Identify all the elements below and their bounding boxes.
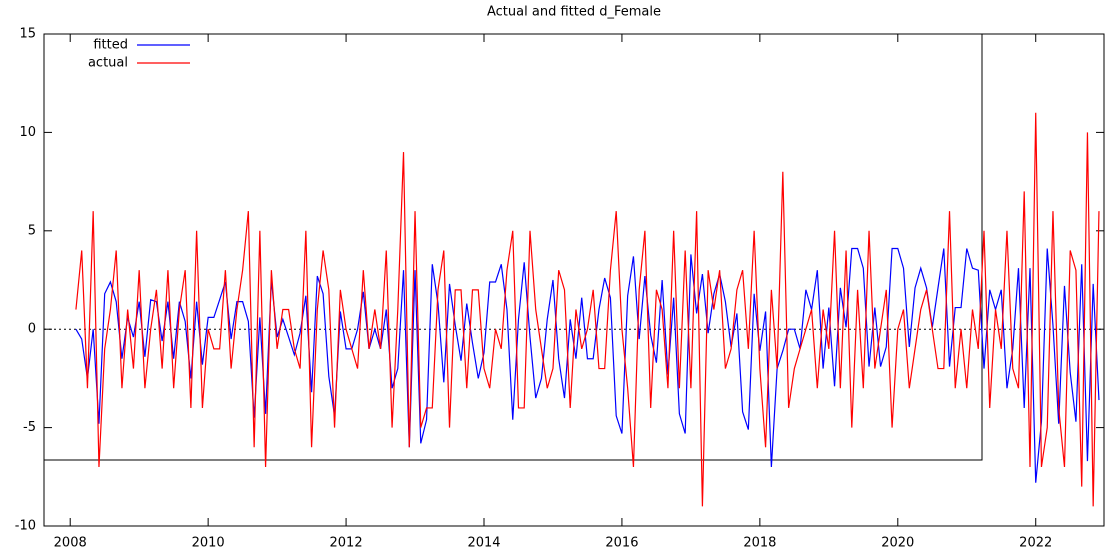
x-tick-label: 2012 [330,536,363,551]
y-tick-label: -10 [15,519,36,534]
x-tick-label: 2018 [743,536,776,551]
y-tick-label: -5 [23,420,36,435]
x-tick-label: 2010 [192,536,225,551]
series-line [75,247,1100,483]
y-tick-label: 15 [19,27,36,42]
x-tick-label: 2020 [881,536,914,551]
x-tick-label: 2022 [1019,536,1052,551]
plot-frame [43,33,1105,527]
y-tick-label: 0 [28,322,36,337]
chart-title: Actual and fitted d_Female [487,5,661,20]
x-tick-label: 2014 [467,536,500,551]
legend-label: actual [88,56,128,71]
y-tick-label: 5 [28,223,36,238]
x-tick-label: 2016 [605,536,638,551]
legend-label: fitted [93,38,128,53]
x-tick-label: 2008 [54,536,87,551]
series-line [75,112,1100,507]
y-tick-label: 10 [19,125,36,140]
